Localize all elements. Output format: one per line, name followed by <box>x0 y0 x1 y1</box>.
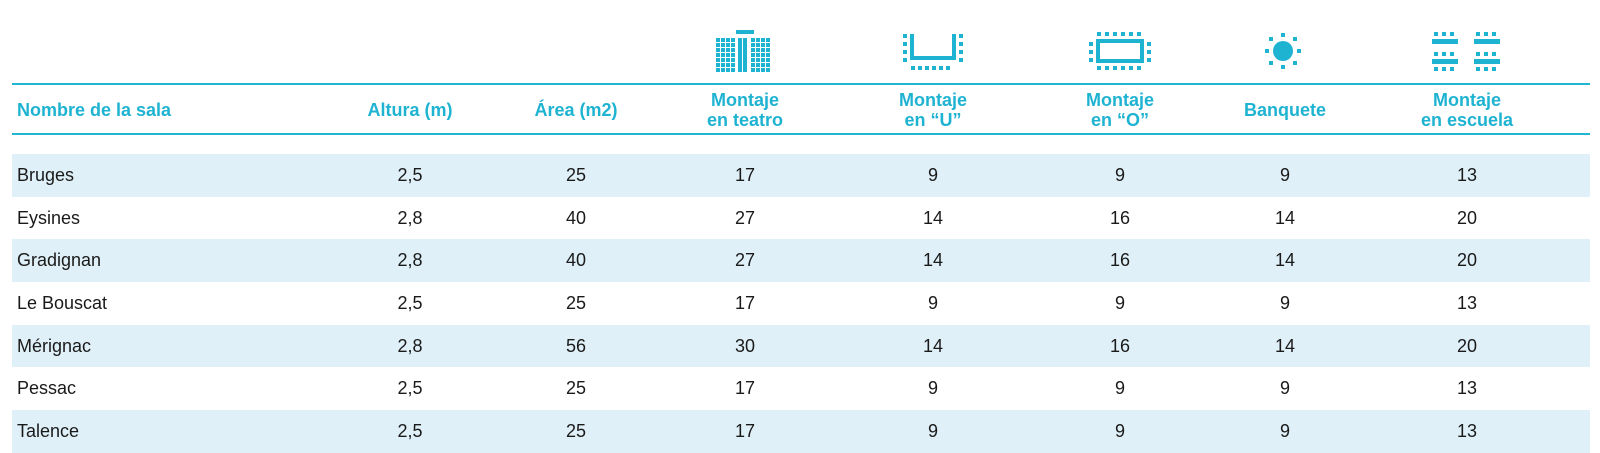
o-value: 9 <box>1114 164 1125 185</box>
area-value: 40 <box>565 207 587 228</box>
header-area: Área (m2) <box>534 100 618 120</box>
teatro-value: 27 <box>734 207 756 228</box>
altura-value: 2,5 <box>397 378 423 399</box>
altura-value: 2,8 <box>397 207 423 228</box>
teatro-value: 30 <box>734 335 756 356</box>
altura-value: 2,5 <box>397 164 423 185</box>
layout-icons-row <box>0 0 1600 84</box>
escuela-value: 20 <box>1456 207 1478 228</box>
banquete-value: 9 <box>1279 292 1290 313</box>
o-value: 9 <box>1114 378 1125 399</box>
area-value: 25 <box>565 164 587 185</box>
altura-value: 2,5 <box>397 420 423 441</box>
u-value: 14 <box>922 335 944 356</box>
header-banquete: Banquete <box>1243 100 1326 120</box>
header-bottom-rule <box>12 133 1590 135</box>
room-name: Pessac <box>17 378 77 399</box>
header-u: Montaje en “U” <box>898 90 967 130</box>
u-value: 14 <box>922 250 944 271</box>
banquete-value: 14 <box>1274 207 1296 228</box>
u-value: 9 <box>927 378 938 399</box>
u-value: 14 <box>922 207 944 228</box>
theatre-layout-icon <box>705 26 785 76</box>
classroom-layout-icon <box>1426 26 1506 76</box>
table-row: Gradignan 2,8 40 27 14 16 14 20 <box>12 239 1590 283</box>
banquet-layout-icon <box>1243 26 1323 76</box>
table-row: Pessac 2,5 25 17 9 9 9 13 <box>12 367 1590 410</box>
o-value: 16 <box>1109 207 1131 228</box>
area-value: 25 <box>565 420 587 441</box>
teatro-value: 17 <box>734 420 756 441</box>
room-name: Le Bouscat <box>17 292 108 313</box>
header-o: Montaje en “O” <box>1085 90 1154 130</box>
banquete-value: 9 <box>1279 378 1290 399</box>
room-name: Gradignan <box>17 250 102 271</box>
escuela-value: 13 <box>1456 164 1478 185</box>
banquete-value: 9 <box>1279 420 1290 441</box>
room-name: Talence <box>17 420 80 441</box>
table-row: Talence 2,5 25 17 9 9 9 13 <box>12 410 1590 453</box>
table-row: Bruges 2,5 25 17 9 9 9 13 <box>12 154 1590 197</box>
u-shape-layout-icon <box>893 26 973 76</box>
escuela-value: 13 <box>1456 420 1478 441</box>
table-body: Bruges 2,5 25 17 9 9 9 13 Eysines 2,8 40… <box>12 154 1590 453</box>
escuela-value: 20 <box>1456 250 1478 271</box>
area-value: 25 <box>565 378 587 399</box>
teatro-value: 17 <box>734 292 756 313</box>
o-value: 16 <box>1109 250 1131 271</box>
o-value: 9 <box>1114 420 1125 441</box>
escuela-value: 20 <box>1456 335 1478 356</box>
teatro-value: 17 <box>734 378 756 399</box>
header-top-rule <box>12 83 1590 85</box>
teatro-value: 17 <box>734 164 756 185</box>
banquete-value: 9 <box>1279 164 1290 185</box>
o-shape-layout-icon <box>1080 26 1160 76</box>
table-row: Eysines 2,8 40 27 14 16 14 20 <box>12 197 1590 240</box>
teatro-value: 27 <box>734 250 756 271</box>
escuela-value: 13 <box>1456 378 1478 399</box>
table-header: Nombre de la sala Altura (m) Área (m2) M… <box>0 86 1600 134</box>
header-teatro: Montaje en teatro <box>706 90 784 130</box>
area-value: 40 <box>565 250 587 271</box>
u-value: 9 <box>927 420 938 441</box>
table-row: Mérignac 2,8 56 30 14 16 14 20 <box>12 324 1590 368</box>
header-nombre: Nombre de la sala <box>17 100 172 120</box>
room-name: Bruges <box>17 164 75 185</box>
u-value: 9 <box>927 164 938 185</box>
o-value: 9 <box>1114 292 1125 313</box>
area-value: 56 <box>565 335 587 356</box>
altura-value: 2,8 <box>397 250 423 271</box>
area-value: 25 <box>565 292 587 313</box>
escuela-value: 13 <box>1456 292 1478 313</box>
altura-value: 2,5 <box>397 292 423 313</box>
header-escuela: Montaje en escuela <box>1420 90 1514 130</box>
header-altura: Altura (m) <box>367 100 453 120</box>
banquete-value: 14 <box>1274 335 1296 356</box>
banquete-value: 14 <box>1274 250 1296 271</box>
room-name: Mérignac <box>17 335 92 356</box>
room-name: Eysines <box>17 207 81 228</box>
o-value: 16 <box>1109 335 1131 356</box>
altura-value: 2,8 <box>397 335 423 356</box>
u-value: 9 <box>927 292 938 313</box>
table-row: Le Bouscat 2,5 25 17 9 9 9 13 <box>12 282 1590 325</box>
